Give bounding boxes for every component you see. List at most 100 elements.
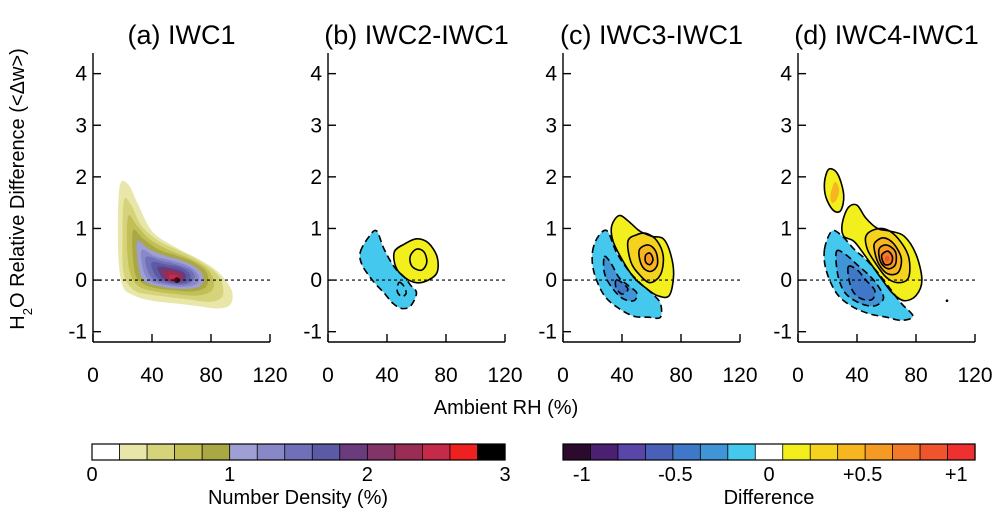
panel-title: (b) IWC2-IWC1 xyxy=(324,20,509,50)
y-tick-label: 2 xyxy=(75,166,87,189)
colorbar-swatch xyxy=(837,443,866,461)
panel-title: (a) IWC1 xyxy=(128,20,236,50)
positive-contour-line xyxy=(877,244,898,270)
negative-contour-line xyxy=(396,281,408,298)
colorbar-frame xyxy=(562,443,976,461)
x-tick-label: 120 xyxy=(487,364,522,387)
positive-contour-line xyxy=(823,167,845,213)
panel-title: (d) IWC4-IWC1 xyxy=(794,20,979,50)
y-tick-label: 0 xyxy=(310,269,322,292)
y-tick-label: 0 xyxy=(780,269,792,292)
positive-contour-line xyxy=(873,237,903,276)
positive-contour-line xyxy=(864,227,911,284)
y-tick-label: -1 xyxy=(303,321,322,344)
colorbar-tick-label: 3 xyxy=(499,464,510,486)
positive-contour-line xyxy=(644,252,654,266)
colorbar-swatch xyxy=(311,443,341,461)
colorbar-swatch xyxy=(562,443,592,461)
colorbar-swatch xyxy=(754,443,784,461)
difference-colorbar: -1 -0.5 0 +0.5 +1 Difference xyxy=(562,443,976,509)
colorbar-tick-label: 1 xyxy=(224,464,235,486)
x-tick-label: 80 xyxy=(434,364,457,387)
colorbar-swatch xyxy=(864,443,894,461)
colorbar-swatch xyxy=(617,443,647,461)
x-tick-label: 80 xyxy=(199,364,222,387)
negative-contour-line xyxy=(359,229,418,310)
y-tick-label: 3 xyxy=(545,114,557,137)
colorbar-tick-label: -0.5 xyxy=(658,464,692,486)
positive-contour-line xyxy=(392,237,440,284)
y-tick-label: -1 xyxy=(538,321,557,344)
colorbar-swatch xyxy=(727,443,756,461)
x-tick-label: 40 xyxy=(375,364,398,387)
colorbar-swatch xyxy=(809,443,839,461)
panel-title: (c) IWC3-IWC1 xyxy=(560,20,743,50)
filled-level xyxy=(856,278,871,295)
stray-point xyxy=(945,299,949,303)
positive-contour-line xyxy=(880,250,894,266)
colorbar-swatch xyxy=(947,443,976,461)
colorbar-swatch xyxy=(119,443,148,461)
colorbar-swatch xyxy=(229,443,258,461)
colorbar-frame xyxy=(91,443,506,461)
colorbar-swatch xyxy=(256,443,286,461)
x-tick-label: 0 xyxy=(792,364,804,387)
colorbar-label: Difference xyxy=(724,487,815,509)
x-tick-label: 120 xyxy=(252,364,287,387)
negative-contour-line xyxy=(847,265,876,302)
colorbar-swatch xyxy=(201,443,231,461)
colorbar-swatch xyxy=(919,443,949,461)
x-tick-label: 80 xyxy=(904,364,927,387)
colorbar-swatch xyxy=(366,443,396,461)
colorbar-swatch xyxy=(284,443,313,461)
colorbar-swatch xyxy=(174,443,203,461)
y-tick-label: 1 xyxy=(780,217,792,240)
colorbar-swatch xyxy=(892,443,921,461)
filled-level xyxy=(592,230,662,319)
x-tick-label: 0 xyxy=(87,364,99,387)
colorbar-swatch xyxy=(449,443,479,461)
x-tick-label: 0 xyxy=(557,364,569,387)
colorbar-swatch xyxy=(91,443,121,461)
x-tick-label: 120 xyxy=(722,364,757,387)
y-tick-label: 4 xyxy=(310,63,322,86)
y-tick-label: 1 xyxy=(75,217,87,240)
negative-contour-line xyxy=(591,229,663,320)
y-tick-label: 4 xyxy=(545,63,557,86)
y-tick-label: -1 xyxy=(68,321,87,344)
colorbar-label: Number Density (%) xyxy=(208,487,388,509)
colorbar-swatch xyxy=(146,443,176,461)
positive-contour-line xyxy=(841,203,923,302)
colorbar-tick-label: +0.5 xyxy=(843,464,882,486)
filled-level xyxy=(393,238,439,283)
x-tick-label: 0 xyxy=(322,364,334,387)
negative-contour-line xyxy=(602,255,638,302)
positive-contour-line xyxy=(638,244,659,273)
density-colorbar: 0 1 2 3 Number Density (%) xyxy=(86,443,511,509)
y-tick-label: 1 xyxy=(545,217,557,240)
colorbars: 0 1 2 3 Number Density (%) -1 -0.5 0 +0.5 +1 Diffe… xyxy=(86,443,976,509)
y-tick-label: 2 xyxy=(545,166,557,189)
plot-area xyxy=(359,229,440,310)
y-tick-label: 0 xyxy=(545,269,557,292)
plot-area xyxy=(823,167,949,322)
colorbar-tick-label: 0 xyxy=(763,464,774,486)
colorbar-swatch xyxy=(672,443,701,461)
x-axis-label: Ambient RH (%) xyxy=(434,397,578,419)
colorbar-tick-label: -1 xyxy=(573,464,591,486)
y-tick-label: 2 xyxy=(310,166,322,189)
x-tick-label: 40 xyxy=(845,364,868,387)
y-tick-label: 4 xyxy=(75,63,87,86)
filled-level xyxy=(645,253,653,265)
negative-contour-line xyxy=(835,249,885,307)
y-tick-label: 2 xyxy=(780,166,792,189)
x-tick-label: 40 xyxy=(140,364,163,387)
y-tick-label: 1 xyxy=(310,217,322,240)
colorbar-swatch xyxy=(339,443,368,461)
x-tick-label: 80 xyxy=(669,364,692,387)
y-tick-label: 4 xyxy=(780,63,792,86)
